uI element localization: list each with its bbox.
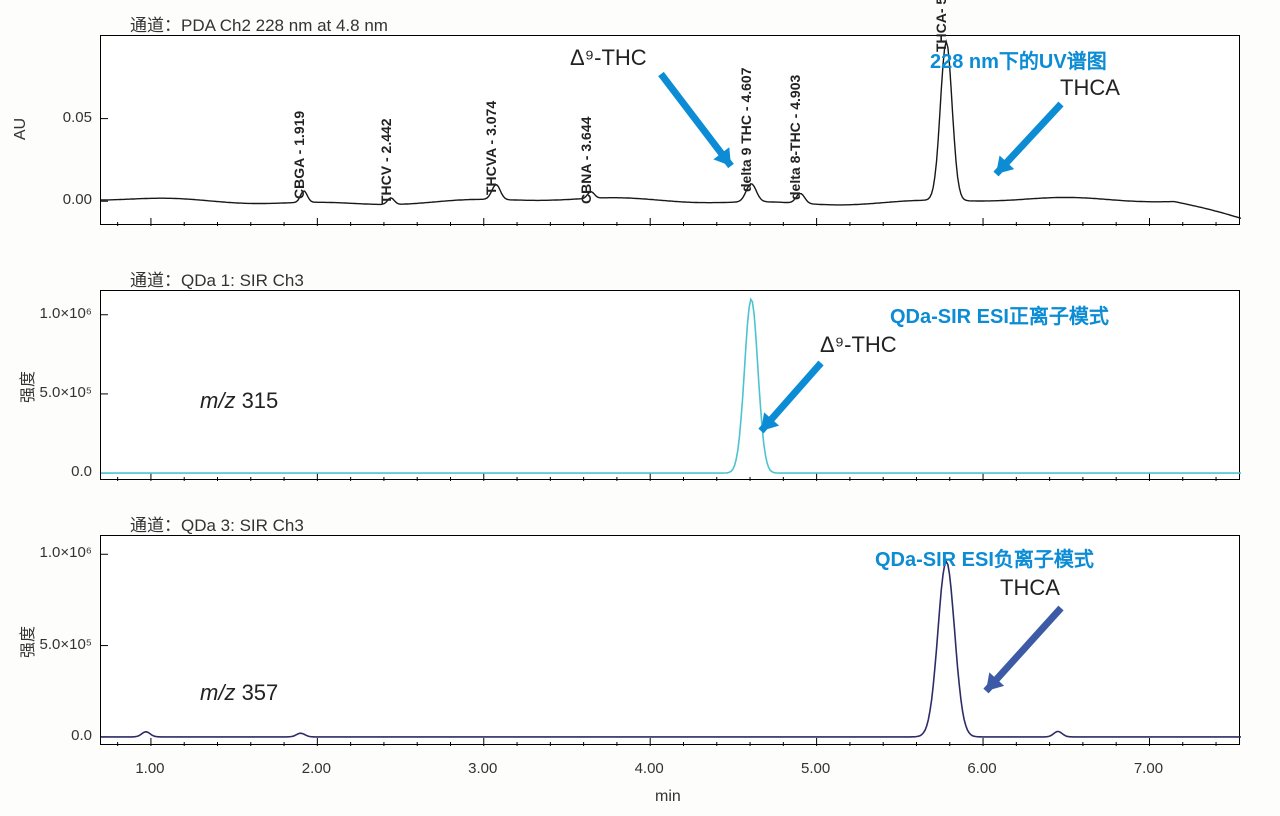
channel-label: 通道：PDA Ch2 228 nm at 4.8 nm	[130, 11, 388, 36]
mode-label: QDa-SIR ESI正离子模式	[890, 300, 1109, 329]
y-tick-label: 0.00	[22, 191, 92, 208]
peak-label: delta 8-THC - 4.903	[787, 75, 803, 200]
mode-label: 228 nm下的UV谱图	[930, 45, 1107, 74]
mode-label: QDa-SIR ESI负离子模式	[875, 543, 1094, 572]
y-tick-label: 5.0×10⁵	[22, 636, 92, 653]
y-tick-label: 0.0	[22, 463, 92, 480]
channel-label: 通道：QDa 3: SIR Ch3	[130, 511, 304, 536]
y-tick-label: 1.0×10⁶	[22, 544, 92, 561]
y-tick-label: 5.0×10⁵	[22, 384, 92, 401]
peak-label: THCA- 5.779	[933, 0, 949, 52]
channel-label: 通道：QDa 1: SIR Ch3	[130, 266, 304, 291]
annotation-arrow	[661, 74, 731, 166]
annotation-text: THCA	[1060, 75, 1120, 101]
annotation-text: Δ⁹-THC	[820, 332, 897, 358]
annotation-arrow	[986, 608, 1061, 691]
peak-label: CBNA - 3.644	[578, 116, 594, 203]
x-tick-label: 4.00	[624, 760, 674, 777]
annotation-arrow	[761, 363, 821, 431]
peak-label: THCV - 2.442	[378, 118, 394, 204]
y-tick-label: 0.05	[22, 109, 92, 126]
x-axis-title: min	[655, 788, 681, 806]
mz-label: m/z 357	[200, 680, 278, 706]
y-tick-label: 1.0×10⁶	[22, 305, 92, 322]
x-tick-label: 6.00	[957, 760, 1007, 777]
x-tick-label: 5.00	[791, 760, 841, 777]
x-tick-label: 3.00	[458, 760, 508, 777]
peak-label: CBGA - 1.919	[291, 110, 307, 198]
annotation-arrow	[996, 104, 1061, 174]
annotation-text: Δ⁹-THC	[570, 45, 647, 71]
peak-label: delta 9 THC - 4.607	[738, 68, 754, 193]
annotation-text: THCA	[1000, 575, 1060, 601]
chromatogram-figure: 通道：PDA Ch2 228 nm at 4.8 nmAU0.000.05228…	[0, 0, 1280, 816]
peak-label: THCVA - 3.074	[483, 101, 499, 195]
x-tick-label: 1.00	[125, 760, 175, 777]
mz-label: m/z 315	[200, 388, 278, 414]
chromatogram-trace	[101, 562, 1241, 737]
x-tick-label: 7.00	[1123, 760, 1173, 777]
y-tick-label: 0.0	[22, 727, 92, 744]
x-tick-label: 2.00	[291, 760, 341, 777]
